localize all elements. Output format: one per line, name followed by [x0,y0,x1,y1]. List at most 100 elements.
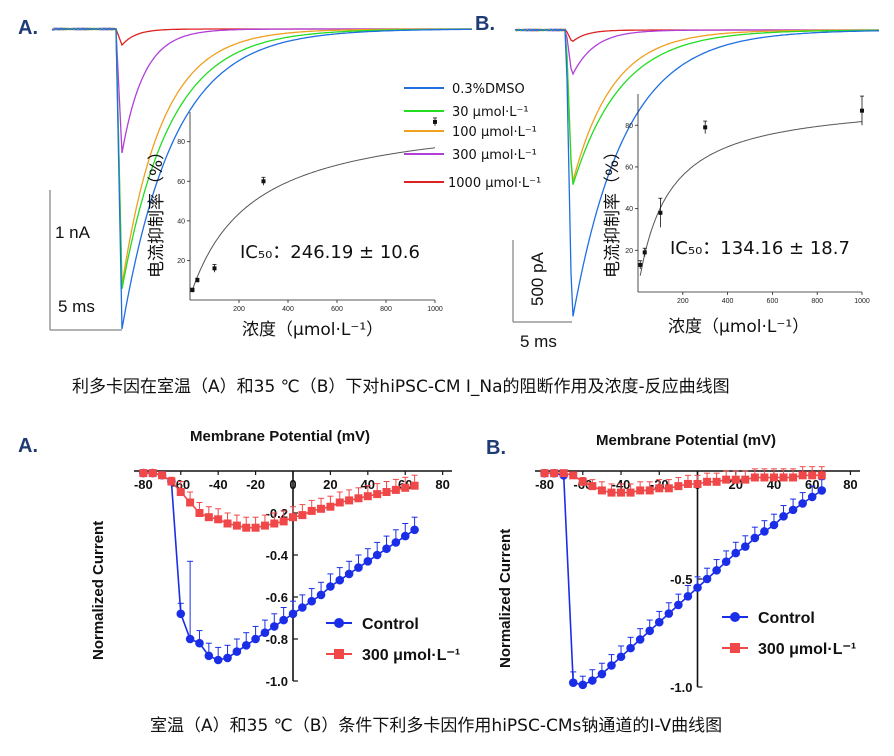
iv-a-xtick-label-40: 40 [361,477,375,492]
fig2-panel-b-letter: B. [486,437,506,459]
iv-a-legend-treated-marker [334,649,344,659]
iv-a-treated-point-1 [148,469,157,478]
iv-a-control-point-6 [195,638,204,648]
iv-b-treated-point-9 [626,488,635,497]
iv-b-control-point-3 [568,678,578,687]
iv-b-treated-point-6 [597,486,606,495]
iv-a-treated-point-20 [326,502,335,511]
inset-b-xtick-label-200: 200 [677,298,689,305]
iv-a-control-point-19 [316,590,326,600]
iv-b-control-point-20 [731,548,741,558]
scale-a-time-label: 5 ms [58,297,95,316]
inset-a-fit-curve [191,147,436,290]
inset-chart-a: 20 40 60 80 200 400 600 800 1000 [177,112,443,313]
inset-a-ytick-label-40: 40 [177,218,185,225]
iv-b-treated-point-11 [645,486,654,495]
figure2: A. B. Membrane Potential (mV) Membrane P… [18,428,860,736]
inset-a-point-100 [212,266,217,271]
iv-b-legend: Control 300 μmol·L⁻¹ [722,610,856,658]
iv-a-treated-point-15 [279,517,288,526]
iv-b-control-point-13 [664,609,674,618]
iv-b-control-point-22 [750,533,760,543]
iv-a-control-point-17 [298,603,307,612]
iv-a-treated-point-3 [167,477,176,486]
iv-a-treated-point-5 [186,498,195,507]
iv-b-treated-point-26 [789,473,798,482]
iv-a-control-point-16 [288,609,298,619]
iv-b-control-point-28 [807,492,817,502]
iv-b-treated-point-17 [703,477,712,486]
iv-a-treated-point-4 [176,488,185,496]
iv-b-treated-point-27 [798,471,807,480]
iv-a-treated-point-26 [382,488,391,496]
inset-b-point-100 [658,210,663,215]
iv-a-treated-point-16 [289,513,297,522]
inset-b-point-30 [642,250,647,255]
iv-b-treated-point-20 [731,475,740,484]
iv-a-legend-control-label: Control [362,616,419,633]
iv-b-treated-point-0 [540,469,549,478]
iv-a-treated-point-12 [251,523,260,532]
iv-b-control-point-21 [740,542,750,551]
iv-a-control-point-28 [400,531,410,541]
b-trace-30 [514,28,879,185]
iv-a-treated-point-11 [242,523,251,532]
inset-b-xtick-label-400: 400 [722,298,734,305]
iv-a-control-point-18 [307,596,317,606]
iv-b-treated-point-24 [769,473,778,482]
inset-a-xtick-label-800: 800 [380,306,392,313]
iv-a-treated-point-9 [223,519,232,528]
iv-b-treated-point-15 [683,479,692,488]
iv-a-control-point-11 [241,641,251,650]
inset-a-xtick-label-200: 200 [233,306,245,313]
iv-b-control-point-5 [588,676,597,685]
scale-bar-a: 1 nA 5 ms [49,190,122,331]
iv-b-legend-control-marker [730,612,740,622]
iv-b-control-point-8 [616,652,626,662]
inset-a-point-300 [261,179,266,184]
iv-b-control-point-27 [798,499,807,508]
iv-b-treated-point-22 [750,473,759,482]
iv-b-treated-point-18 [712,477,721,486]
figure1-caption: 利多卡因在室温（A）和35 ℃（B）下对hiPSC-CM I_Na的阻断作用及浓… [72,377,730,397]
inset-b-point-1000 [860,108,864,113]
iv-b-title: Membrane Potential (mV) [596,432,776,449]
iv-a-control-point-24 [363,557,373,566]
iv-a-treated-point-17 [298,511,307,520]
inset-a-point-10 [190,288,195,293]
iv-b-treated-point-1 [550,469,559,478]
iv-a-treated-point-19 [317,504,326,513]
iv-a-control-point-14 [269,622,279,631]
iv-a-control-point-22 [344,569,354,579]
iv-a-treated-point-29 [410,481,419,490]
iv-a-treated-point-8 [214,515,223,524]
inset-b-ylabel: 电流抑制率（%） [603,143,623,278]
iv-a-control-point-26 [382,544,391,553]
iv-b-ylabel: Normalized Current [497,529,514,668]
iv-a-treated-point-6 [195,509,204,517]
inset-a-xtick-label-1000: 1000 [427,306,443,313]
figure2-caption: 室温（A）和35 ℃（B）条件下利多卡因作用hiPSC-CMs钠通道的I-V曲线… [150,716,722,736]
iv-b-treated-point-14 [674,482,683,491]
iv-a-ylabel: Normalized Current [90,521,107,660]
inset-b-ytick-label-40: 40 [625,206,633,213]
iv-b-treated-point-19 [722,475,731,484]
iv-b-control-point-19 [721,557,731,567]
iv-a-ytick-label--0.8: -0.8 [266,632,288,647]
iv-b-treated-point-12 [655,484,664,493]
fig1-panel-a-letter: A. [18,17,38,39]
iv-a-ytick-label--1: -1.0 [266,674,288,689]
iv-b-legend-control-label: Control [758,610,815,627]
iv-a-control-point-20 [326,582,335,591]
a-trace-300 [51,27,472,154]
iv-a-treated-point-27 [391,485,400,494]
iv-a-control-point-9 [223,653,232,663]
iv-b-control-point-9 [626,643,635,653]
inset-a-xtick-label-600: 600 [331,306,343,313]
traces-panel-a [51,27,472,330]
inset-b-fit-curve [639,121,863,276]
iv-b-ytick-label--1: -1.0 [670,680,692,695]
iv-b-xtick-label-80: 80 [843,477,857,492]
iv-b-legend-treated-label: 300 μmol·L⁻¹ [758,641,856,658]
